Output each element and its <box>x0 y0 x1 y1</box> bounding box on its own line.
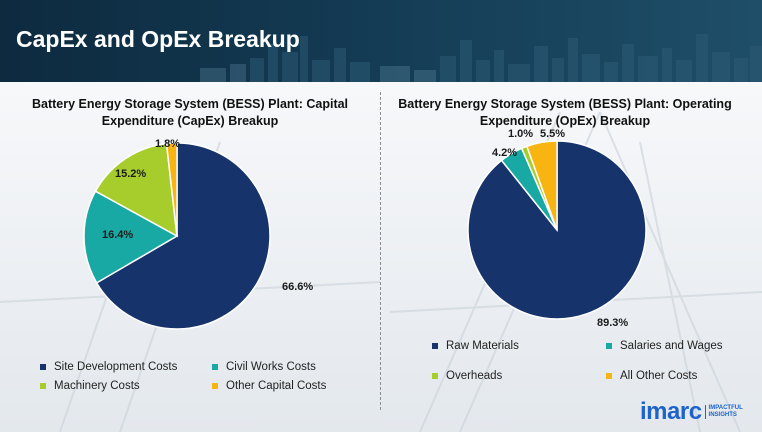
capex-legend-label: Other Capital Costs <box>226 380 327 392</box>
capex-legend-civil-works-costs: Civil Works Costs <box>212 361 316 373</box>
capex-legend-site-development-costs: Site Development Costs <box>40 361 177 373</box>
capex-value-label-civil-works-costs: 16.4% <box>102 229 133 241</box>
page-title: CapEx and OpEx Breakup <box>16 26 300 52</box>
capex-legend-label: Civil Works Costs <box>226 361 316 373</box>
capex-legend-label: Machinery Costs <box>54 380 140 392</box>
capex-chart-title: Battery Energy Storage System (BESS) Pla… <box>31 97 349 128</box>
capex-value-label-machinery-costs: 15.2% <box>115 168 146 180</box>
opex-legend-raw-materials: Raw Materials <box>432 340 519 352</box>
capex-legend-other-capital-costs: Other Capital Costs <box>212 380 326 392</box>
opex-legend-overheads: Overheads <box>432 370 502 382</box>
imarc-logo: imarc IMPACTFUL INSIGHTS <box>640 397 743 427</box>
chart-divider <box>380 92 381 410</box>
capex-value-label-site-development-costs: 66.6% <box>282 281 313 293</box>
opex-legend-swatch <box>606 343 612 349</box>
capex-legend-machinery-costs: Machinery Costs <box>40 380 140 392</box>
opex-legend-all-other-costs: All Other Costs <box>606 370 697 382</box>
opex-legend-salaries-and-wages: Salaries and Wages <box>606 340 723 352</box>
capex-legend-swatch <box>212 383 218 389</box>
capex-value-label-other-capital-costs: 1.8% <box>155 138 180 150</box>
opex-value-label-salaries-and-wages: 4.2% <box>492 147 517 159</box>
opex-legend-swatch <box>606 373 612 379</box>
opex-chart-title: Battery Energy Storage System (BESS) Pla… <box>398 97 732 128</box>
opex-legend-label: Salaries and Wages <box>620 340 723 352</box>
opex-legend-label: Raw Materials <box>446 340 519 352</box>
capex-slice-machinery-costs <box>94 142 178 238</box>
logo-wordmark: imarc <box>640 398 702 425</box>
capex-slice-other-capital-costs <box>165 142 178 237</box>
opex-legend-label: All Other Costs <box>620 370 698 382</box>
capex-legend-label: Site Development Costs <box>54 361 178 373</box>
opex-legend-swatch <box>432 373 438 379</box>
logo-tagline: IMPACTFUL INSIGHTS <box>704 405 743 419</box>
capex-legend-swatch <box>40 364 46 370</box>
opex-value-label-raw-materials: 89.3% <box>597 317 628 329</box>
capex-legend-swatch <box>212 364 218 370</box>
opex-legend-label: Overheads <box>446 370 503 382</box>
opex-value-label-overheads: 1.0% <box>508 128 533 140</box>
opex-value-label-all-other-costs: 5.5% <box>540 128 565 140</box>
opex-legend-swatch <box>432 343 438 349</box>
capex-slice-civil-works-costs <box>83 190 179 284</box>
header-banner: CapEx and OpEx Breakup <box>0 0 762 82</box>
capex-legend-swatch <box>40 383 46 389</box>
skyline-decoration <box>200 34 762 82</box>
capex-slice-site-development-costs <box>95 142 271 330</box>
opex-slice-all-other-costs <box>525 140 558 231</box>
